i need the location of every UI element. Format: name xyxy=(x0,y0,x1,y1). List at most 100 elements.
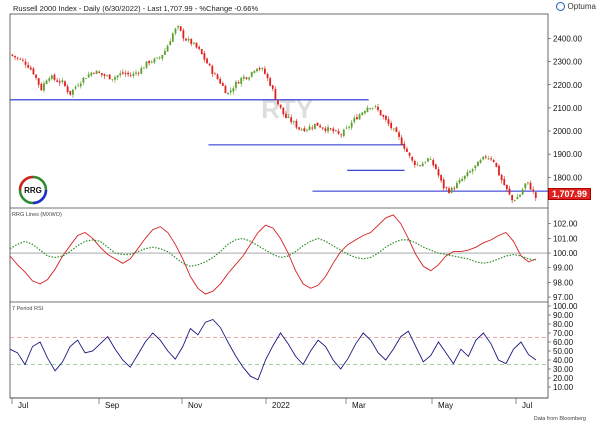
candle-body xyxy=(448,188,450,193)
candle-body xyxy=(208,63,211,66)
candle-body xyxy=(116,75,119,78)
candle-body xyxy=(237,82,240,84)
candle-body xyxy=(437,169,440,176)
watermark-rty: RTY xyxy=(261,94,313,124)
candle-body xyxy=(455,183,458,189)
candle-body xyxy=(248,77,251,80)
candle-body xyxy=(256,68,258,72)
candle-body xyxy=(40,83,43,91)
candle-body xyxy=(121,72,124,74)
y-tick-label: 98.00 xyxy=(553,278,574,287)
candle-body xyxy=(224,85,227,94)
candle-body xyxy=(295,120,298,128)
candle-body xyxy=(219,78,222,84)
candle-body xyxy=(135,72,137,74)
candle-body xyxy=(392,128,395,130)
x-tick-label: Jul xyxy=(18,401,28,410)
candle-body xyxy=(279,104,282,108)
candle-body xyxy=(32,68,35,75)
candle-body xyxy=(348,127,350,128)
candle-body xyxy=(24,61,27,65)
candle-body xyxy=(158,57,161,59)
candle-body xyxy=(108,74,111,80)
candle-body xyxy=(287,117,290,118)
candle-body xyxy=(474,165,477,169)
candle-body xyxy=(111,79,114,81)
candle-body xyxy=(53,74,56,80)
candle-body xyxy=(466,172,469,176)
rrg-ring-blue xyxy=(32,189,48,205)
candle-body xyxy=(511,195,514,201)
candle-body xyxy=(232,88,235,92)
candle-body xyxy=(342,129,345,137)
candle-body xyxy=(58,81,61,83)
candle-body xyxy=(61,80,64,82)
candle-body xyxy=(395,127,398,132)
rrg-ring-red xyxy=(18,175,34,191)
candle-body xyxy=(66,86,69,92)
last-price-tag: 1,707.99 xyxy=(548,188,592,200)
candle-body xyxy=(479,160,482,163)
candle-body xyxy=(332,128,335,132)
y-tick-label: 1800.00 xyxy=(553,173,582,182)
candle-body xyxy=(529,182,532,190)
candle-body xyxy=(308,126,311,131)
candle-body xyxy=(250,71,253,77)
candle-body xyxy=(424,162,427,164)
candle-body xyxy=(321,127,324,129)
y-tick-label: 2200.00 xyxy=(553,81,582,90)
candle-body xyxy=(477,161,479,167)
x-tick-label: Sep xyxy=(105,401,120,410)
candle-body xyxy=(261,68,264,69)
candle-body xyxy=(164,50,166,55)
candle-body xyxy=(513,200,516,201)
candle-body xyxy=(532,189,535,192)
candle-body xyxy=(406,148,408,152)
candle-body xyxy=(482,156,485,160)
candle-body xyxy=(200,49,203,55)
candle-body xyxy=(166,45,169,52)
candle-body xyxy=(356,117,358,120)
candle-body xyxy=(85,78,87,79)
candle-body xyxy=(335,130,337,132)
rrg-ratio-line xyxy=(9,214,537,295)
candle-body xyxy=(82,77,85,83)
candle-body xyxy=(132,73,135,76)
candle-body xyxy=(419,165,421,167)
candle-body xyxy=(432,160,435,166)
candle-body xyxy=(245,77,248,79)
candle-body xyxy=(195,42,198,48)
y-tick-label: 1900.00 xyxy=(553,150,582,159)
y-tick-label: 20.00 xyxy=(553,374,574,383)
candle-body xyxy=(416,164,419,166)
candle-body xyxy=(127,72,130,75)
candle-body xyxy=(87,74,90,78)
candle-body xyxy=(498,165,500,176)
candle-body xyxy=(22,59,24,61)
y-tick-label: 2300.00 xyxy=(553,58,582,67)
candle-body xyxy=(14,55,16,58)
candle-body xyxy=(100,73,103,75)
candle-body xyxy=(369,108,372,110)
candle-body xyxy=(253,70,256,73)
candle-body xyxy=(35,74,37,78)
candle-body xyxy=(269,78,272,86)
y-tick-label: 97.00 xyxy=(553,293,574,302)
candle-body xyxy=(214,73,216,75)
rrg-momentum-line xyxy=(9,237,537,267)
candle-body xyxy=(521,189,524,195)
candle-body xyxy=(353,117,356,122)
candle-body xyxy=(495,162,498,167)
candle-body xyxy=(377,106,379,110)
candle-body xyxy=(400,137,403,145)
candle-body xyxy=(527,182,529,184)
candle-body xyxy=(534,192,537,198)
candle-body xyxy=(95,70,98,75)
candle-body xyxy=(379,110,382,116)
candle-body xyxy=(263,68,266,74)
candle-body xyxy=(361,112,364,116)
candle-body xyxy=(387,119,390,124)
candle-body xyxy=(490,158,492,160)
candle-body xyxy=(350,122,353,128)
